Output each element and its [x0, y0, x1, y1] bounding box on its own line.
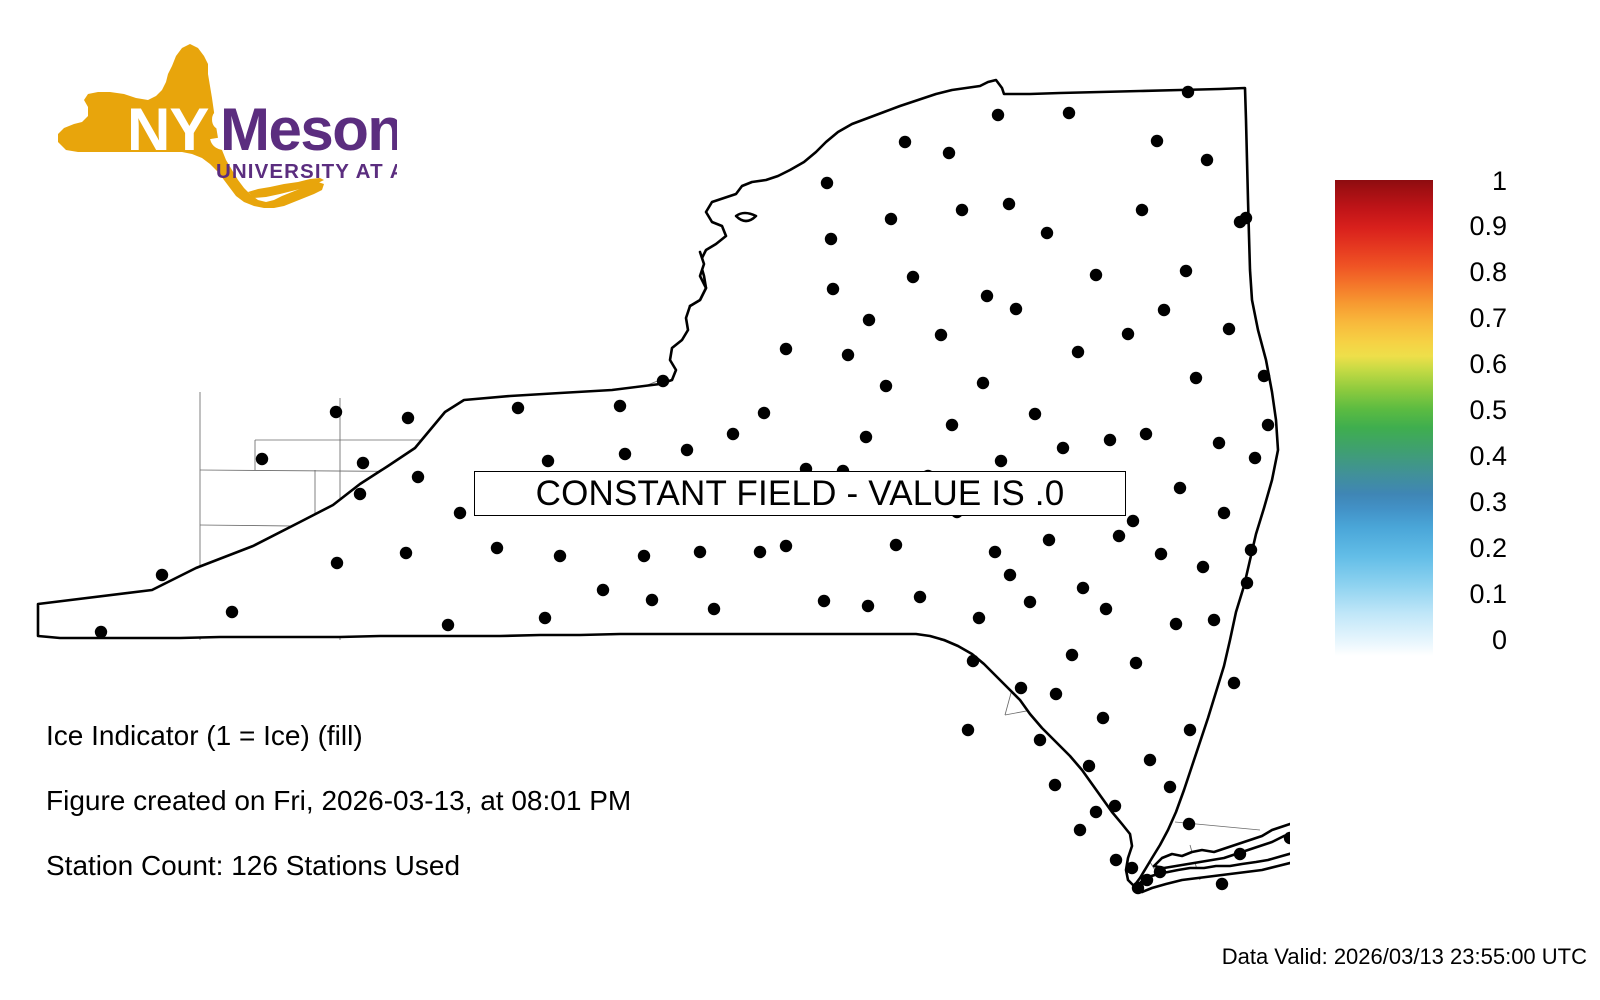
constant-field-text: CONSTANT FIELD - VALUE IS .0 — [535, 474, 1065, 513]
colorbar-tick-0.1: 0.1 — [1469, 579, 1507, 609]
logo-text-mesonet: Mesonet — [220, 96, 397, 163]
field-label: Ice Indicator (1 = Ice) (fill) — [46, 720, 363, 751]
station-dots — [94, 85, 1290, 895]
colorbar-tick-0.5: 0.5 — [1469, 395, 1507, 425]
colorbar-tick-0.8: 0.8 — [1469, 257, 1507, 287]
caption-block: Ice Indicator (1 = Ice) (fill) Figure cr… — [46, 722, 846, 917]
colorbar-tick-0.9: 0.9 — [1469, 211, 1507, 241]
created-label: Figure created on Fri, 2026-03-13, at 08… — [46, 785, 632, 816]
colorbar-gradient — [1335, 180, 1433, 656]
constant-field-banner: CONSTANT FIELD - VALUE IS .0 — [474, 471, 1126, 516]
colorbar-tick-0.7: 0.7 — [1469, 303, 1507, 333]
logo-text-university: UNIVERSITY AT ALBANY — [216, 160, 397, 183]
colorbar-tick-0.6: 0.6 — [1469, 349, 1507, 379]
colorbar: 1 0.9 0.8 0.7 0.6 0.5 0.4 0.3 0.2 0.1 0 — [1307, 168, 1507, 665]
nys-mesonet-logo: NYS Mesonet UNIVERSITY AT ALBANY — [52, 42, 397, 212]
colorbar-tick-0.2: 0.2 — [1469, 533, 1507, 563]
logo-text-nys: NYS — [127, 96, 247, 163]
data-valid-label: Data Valid: 2026/03/13 23:55:00 UTC — [1221, 944, 1587, 969]
station-count-label: Station Count: 126 Stations Used — [46, 850, 461, 881]
colorbar-tick-1.0: 1 — [1491, 166, 1507, 196]
colorbar-tick-0.0: 0 — [1491, 625, 1507, 655]
colorbar-tick-0.4: 0.4 — [1469, 441, 1507, 471]
logo-state-shape — [58, 44, 324, 208]
logo-long-island — [248, 178, 324, 198]
colorbar-tick-0.3: 0.3 — [1469, 487, 1507, 517]
